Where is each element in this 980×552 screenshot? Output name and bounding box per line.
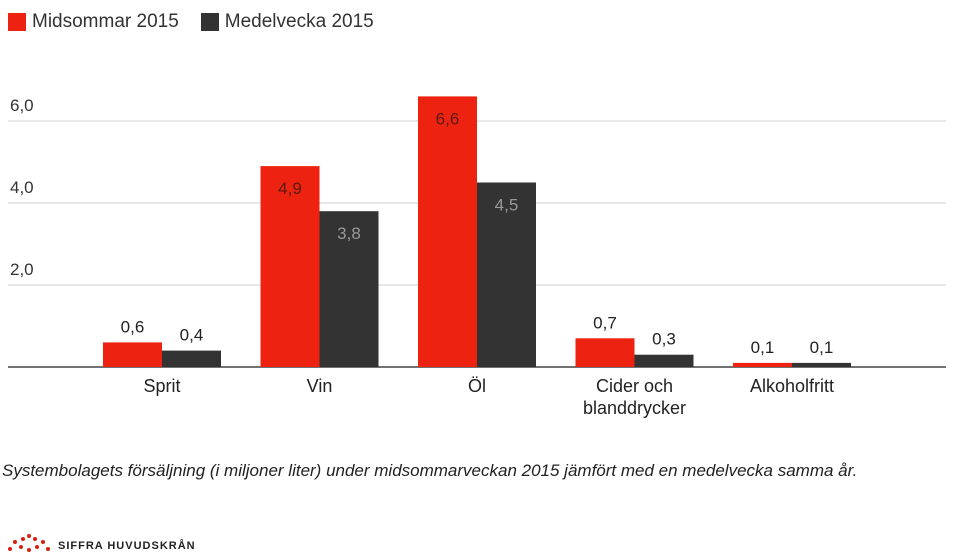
chart-caption: Systembolagets försäljning (i miljoner l… (2, 461, 858, 480)
data-label: 3,8 (337, 224, 361, 243)
x-tick-label: Öl (468, 376, 486, 396)
legend-label-series-2: Medelvecka 2015 (224, 11, 374, 32)
publisher-logo: SIFFRA HUVUDSKRÅN (6, 532, 196, 552)
bar-chart: 2,0 4,0 6,0 0,6 0,4 Sprit 4,9 3,8 Vin 6,6 4,5 Öl 0,7… (8, 96, 946, 418)
x-tick-label: Alkoholfritt (750, 376, 834, 396)
data-label: 0,4 (180, 326, 204, 345)
data-label: 0,3 (652, 330, 676, 349)
logo-text: SIFFRA HUVUDSKRÅN (58, 540, 196, 552)
bar-midsommar (418, 96, 477, 368)
data-label: 0,1 (751, 338, 775, 357)
chart-legend: Midsommar 2015 Medelvecka 2015 (8, 11, 374, 33)
x-tick-label: Cider och blanddrycker (583, 376, 686, 418)
legend-swatch-series-2 (200, 13, 219, 31)
bar-midsommar (733, 362, 792, 367)
bar-midsommar (260, 166, 320, 367)
legend-item-series-2: Medelvecka 2015 (200, 11, 374, 33)
y-tick-label: 2,0 (10, 260, 34, 279)
bar-medelvecka (634, 354, 694, 367)
bar-medelvecka (162, 350, 221, 367)
y-tick-label: 4,0 (10, 178, 34, 197)
bar-midsommar (103, 342, 162, 367)
data-label: 6,6 (436, 109, 460, 128)
y-tick-label: 6,0 (10, 96, 34, 115)
logo-mark-icon (8, 534, 50, 552)
data-label: 0,1 (810, 338, 834, 357)
legend-item-series-1: Midsommar 2015 (8, 11, 179, 33)
bar-medelvecka (477, 182, 536, 367)
data-label: 4,5 (495, 196, 519, 215)
data-label: 0,6 (121, 317, 145, 336)
legend-swatch-series-1 (8, 13, 26, 31)
bar-midsommar (575, 338, 635, 367)
legend-label-series-1: Midsommar 2015 (32, 11, 179, 32)
data-label: 0,7 (593, 313, 617, 332)
x-tick-label: Sprit (143, 376, 180, 396)
bar-medelvecka (319, 211, 379, 367)
data-label: 4,9 (278, 179, 302, 198)
x-tick-label: Vin (307, 376, 333, 396)
bar-medelvecka (792, 362, 851, 367)
